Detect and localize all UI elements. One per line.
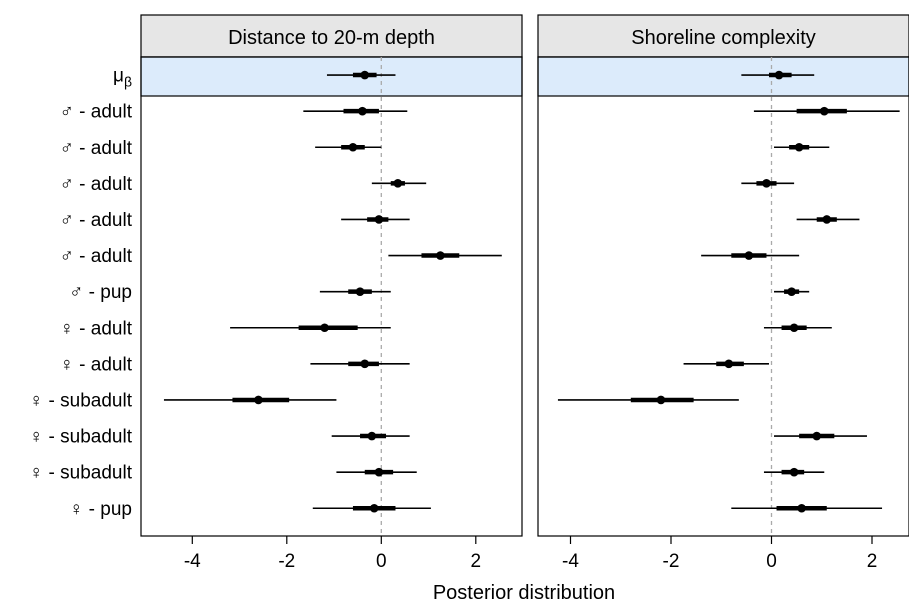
median-point (360, 70, 370, 80)
row-label: ♀ - pup (69, 499, 132, 520)
x-tick-label: -2 (278, 551, 295, 572)
median-point (367, 431, 377, 441)
median-point (436, 251, 445, 260)
row-label: ♂ - adult (60, 246, 133, 267)
x-tick-label: 2 (867, 551, 878, 572)
x-axis-title: Posterior distribution (433, 582, 615, 604)
median-point (789, 467, 799, 477)
panel-frame (537, 56, 909, 537)
row-label: ♂ - adult (60, 138, 133, 159)
row-label: ♂ - adult (60, 174, 133, 195)
hyper-mean-band (537, 56, 909, 97)
x-tick-label: -4 (562, 551, 579, 572)
median-point (819, 106, 829, 116)
panel-strip (140, 14, 523, 58)
row-label: μβ (113, 66, 132, 90)
row-label: ♀ - adult (60, 354, 133, 375)
row-label: ♀ - subadult (29, 390, 133, 411)
row-label: ♀ - subadult (29, 463, 133, 484)
x-tick-label: 2 (471, 551, 482, 572)
median-point (794, 142, 804, 152)
median-point (822, 215, 832, 224)
row-labels: μβ ♂ - adult ♂ - adult ♂ - adult ♂ - adult ♂ … (29, 66, 133, 520)
median-point (656, 395, 666, 405)
median-point (374, 467, 384, 477)
x-tick-label: -2 (663, 551, 680, 572)
median-point (374, 215, 384, 224)
panel-strip (537, 14, 909, 58)
panel-distance-to-depth: Distance to 20-m depth -4 -2 0 2 (140, 14, 523, 572)
row-label: ♂ - adult (60, 210, 133, 231)
hyper-mean-band (140, 56, 523, 97)
median-point (762, 179, 771, 188)
median-point (774, 70, 784, 80)
median-point (358, 106, 367, 116)
panel-frame (140, 56, 523, 537)
median-point (355, 287, 365, 296)
row-label: ♂ - pup (69, 282, 132, 303)
median-point (789, 323, 799, 333)
median-point (254, 395, 263, 405)
median-point (369, 503, 379, 513)
panel-title: Shoreline complexity (631, 27, 816, 49)
median-point (744, 251, 754, 260)
row-label: ♀ - adult (60, 318, 133, 339)
median-point (724, 359, 734, 369)
median-point (787, 287, 796, 296)
median-point (360, 359, 370, 369)
x-tick-label: 0 (376, 551, 387, 572)
x-tick-label: 0 (766, 551, 777, 572)
median-point (320, 323, 329, 333)
panel-title: Distance to 20-m depth (228, 27, 435, 49)
x-tick-label: -4 (184, 551, 201, 572)
median-point (393, 179, 403, 188)
median-point (348, 142, 358, 152)
row-label: ♂ - adult (60, 102, 133, 123)
panel-shoreline-complexity: Shoreline complexity -4 -2 0 2 (537, 14, 909, 572)
median-point (812, 431, 822, 441)
row-label: ♀ - subadult (29, 427, 133, 448)
median-point (797, 503, 806, 513)
